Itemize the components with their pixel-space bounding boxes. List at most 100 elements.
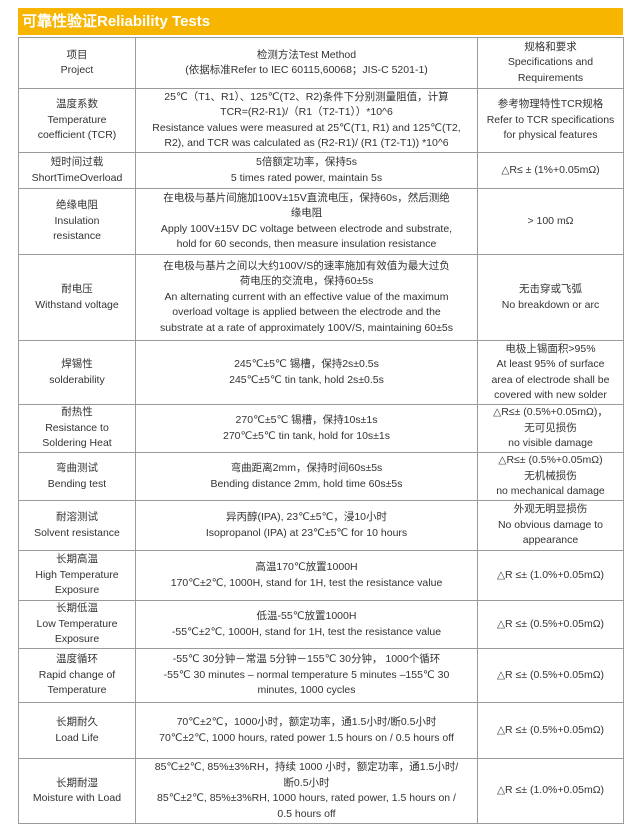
cell-line: Refer to TCR specifications (486, 113, 615, 126)
cell-line: 焊锡性 (61, 358, 93, 370)
section-title: 可靠性验证Reliability Tests (18, 8, 623, 35)
cell-line: 温度循环 (56, 653, 98, 666)
cell-line: Temperature (47, 684, 107, 697)
cell-line: Apply 100V±15V DC voltage between electr… (160, 222, 453, 235)
table-row: 耐溶测试 Solvent resistance 异丙醇(IPA), 23℃±5℃，浸… (18, 500, 624, 551)
cell-line: At least 95% of surface (496, 358, 605, 370)
table-row: 弯曲测试 Bending test 弯曲距离2mm，保持时间60s±5s Bendin… (18, 452, 624, 501)
cell-line: 170℃±2℃, 1000H, stand for 1H, test the r… (170, 576, 443, 589)
cell-line: Resistance values were measured at 25℃(T… (152, 121, 461, 134)
cell-line: 检测方法Test Method (256, 48, 357, 61)
cell-line: 70℃±2℃，1000小时，额定功率，通1.5小时/断0.5小时 (176, 716, 437, 728)
cell-line: 绝缘电阻 (56, 199, 98, 212)
cell-line: 项目 (66, 48, 88, 61)
cell-line: TCR=(R2-R1)/（R1（T2-T1））*10^6 (220, 106, 393, 118)
cell-line: Resistance to (45, 421, 109, 434)
cell-line: Exposure (54, 584, 100, 597)
test-method-cell: 245℃±5℃ 锡槽，保持2s±0.5s 245℃±5℃ tin tank, ho… (135, 340, 478, 405)
cell-line: Requirements (517, 71, 584, 84)
cell-line: 245℃±5℃ tin tank, hold 2s±0.5s (229, 373, 384, 386)
cell-line: △R≤ ± (1%+0.05mΩ) (501, 163, 600, 176)
test-item-cell: 长期耐湿 Moisture with Load (18, 758, 136, 824)
cell-line: 无击穿或飞弧 (519, 283, 582, 295)
cell-line: R2), and TCR was calculated as (R2-R1)/ … (164, 137, 449, 149)
cell-line: 在电极与基片之间以大约100V/S的速率施加有效值为最大过负 (163, 259, 450, 272)
cell-line: △R ≤± (1.0%+0.05mΩ) (496, 568, 605, 581)
cell-line: Bending distance 2mm, hold time 60s±5s (210, 477, 403, 490)
test-item-cell: 弯曲测试 Bending test (18, 452, 136, 501)
cell-line: no visible damage (508, 437, 593, 450)
cell-line: > 100 mΩ (527, 214, 574, 227)
cell-line: △R≤± (0.5%+0.05mΩ) (498, 454, 603, 467)
test-item-cell: 耐溶测试 Solvent resistance (18, 500, 136, 551)
cell-line: Moisture with Load (32, 792, 122, 804)
test-item-cell: 焊锡性 solderability (18, 340, 136, 405)
cell-line: Low Temperature (36, 617, 118, 630)
cell-line: ShortTimeOverload (31, 171, 123, 184)
cell-line: Isopropanol (IPA) at 23℃±5℃ for 10 hours (205, 526, 408, 539)
cell-line: 5 times rated power, maintain 5s (230, 171, 383, 184)
requirement-cell: 参考物理特性TCR规格 Refer to TCR specifications fo… (477, 88, 624, 153)
test-method-cell: 在电极与基片间施加100V±15V直流电压，保持60s，然后测绝 缘电阻 Apply… (135, 188, 478, 255)
table-row: 温度系数 Temperature coefficient (TCR) 25℃（T1、R… (18, 88, 624, 153)
test-item-cell: 长期低温 Low Temperature Exposure (18, 600, 136, 649)
cell-line: Soldering Heat (42, 437, 112, 450)
test-method-cell: 在电极与基片之间以大约100V/S的速率施加有效值为最大过负 荷电压的交流电，保持… (135, 254, 478, 341)
table-row: 长期耐久 Load Life 70℃±2℃，1000小时，额定功率，通1.5小时/断… (18, 702, 624, 759)
test-item-cell: 耐热性 Resistance to Soldering Heat (18, 404, 136, 453)
cell-line: for physical features (503, 129, 598, 142)
requirement-cell: △R≤ ± (1%+0.05mΩ) (477, 152, 624, 189)
cell-line: 高温170℃放置1000H (255, 561, 358, 573)
test-method-cell: 低温-55℃放置1000H -55℃±2℃, 1000H, stand for 1… (135, 600, 478, 649)
test-method-cell: 5倍额定功率，保持5s 5 times rated power, maintain… (135, 152, 478, 189)
cell-line: solderability (49, 373, 105, 386)
requirement-cell: 无击穿或飞弧 No breakdown or arc (477, 254, 624, 341)
test-item-cell: 项目 Project (18, 37, 136, 89)
cell-line: coefficient (TCR) (37, 129, 117, 142)
test-method-cell: 85℃±2℃, 85%±3%RH，持续 1000 小时，额定功率，通1.5小时/… (135, 758, 478, 824)
cell-line: 270℃±5℃ 锡槽，保持10s±1s (235, 414, 378, 426)
cell-line: hold for 60 seconds, then measure insula… (176, 238, 437, 250)
table-row: 短时间过载 ShortTimeOverload 5倍额定功率，保持5s 5 times… (18, 152, 624, 189)
cell-line: 长期低温 (56, 602, 98, 615)
test-item-cell: 温度循环 Rapid change of Temperature (18, 648, 136, 703)
test-item-cell: 温度系数 Temperature coefficient (TCR) (18, 88, 136, 153)
test-item-cell: 短时间过载 ShortTimeOverload (18, 152, 136, 189)
requirement-cell: △R ≤± (1.0%+0.05mΩ) (477, 758, 624, 824)
cell-line: Specifications and (507, 56, 594, 69)
cell-line: 断0.5小时 (283, 776, 330, 789)
cell-line: covered with new solder (494, 389, 607, 401)
table-row: 耐热性 Resistance to Soldering Heat 270℃±5℃ 锡槽… (18, 404, 624, 453)
requirement-cell: △R≤± (0.5%+0.05mΩ)， 无可见损伤 no visible damag… (477, 404, 624, 453)
cell-line: 电极上锡面积>95% (505, 342, 596, 355)
requirement-cell: △R ≤± (1.0%+0.05mΩ) (477, 550, 624, 601)
test-method-cell: 异丙醇(IPA), 23℃±5℃，浸10小时 Isopropanol (IPA) … (135, 500, 478, 551)
requirement-cell: △R ≤± (0.5%+0.05mΩ) (477, 648, 624, 703)
requirement-cell: △R≤± (0.5%+0.05mΩ) 无机械损伤 no mechanical dam… (477, 452, 624, 501)
cell-line: Exposure (54, 633, 100, 646)
test-method-cell: 270℃±5℃ 锡槽，保持10s±1s 270℃±5℃ tin tank, hol… (135, 404, 478, 453)
cell-line: No obvious damage to (497, 518, 604, 531)
cell-line: Project (60, 64, 94, 76)
cell-line: 规格和要求 (524, 40, 577, 53)
cell-line: 异丙醇(IPA), 23℃±5℃，浸10小时 (225, 511, 388, 523)
requirement-cell: 外观无明显损伤 No obvious damage to appearance (477, 500, 624, 551)
cell-line: Load Life (55, 731, 99, 744)
cell-line: Insulation (54, 214, 100, 227)
requirement-cell: 规格和要求 Specifications and Requirements (477, 37, 624, 89)
table-row: 耐电压 Withstand voltage 在电极与基片之间以大约100V/S的速率… (18, 254, 624, 341)
cell-line: 弯曲测试 (56, 462, 98, 474)
cell-line: Temperature (47, 113, 107, 126)
cell-line: 长期耐久 (56, 716, 98, 728)
cell-line: appearance (522, 534, 579, 547)
cell-line: -55℃ 30分钟－常温 5分钟－155℃ 30分钟， 1000个循环 (172, 653, 441, 666)
cell-line: Solvent resistance (34, 526, 120, 539)
test-method-cell: 高温170℃放置1000H 170℃±2℃, 1000H, stand for 1… (135, 550, 478, 601)
test-item-cell: 耐电压 Withstand voltage (18, 254, 136, 341)
cell-line: Rapid change of (38, 668, 116, 681)
cell-line: 70℃±2℃, 1000 hours, rated power 1.5 hour… (159, 731, 454, 744)
cell-line: 无可见损伤 (524, 421, 577, 434)
cell-line: 外观无明显损伤 (513, 503, 588, 516)
requirement-cell: 电极上锡面积>95% At least 95% of surface area of… (477, 340, 624, 405)
